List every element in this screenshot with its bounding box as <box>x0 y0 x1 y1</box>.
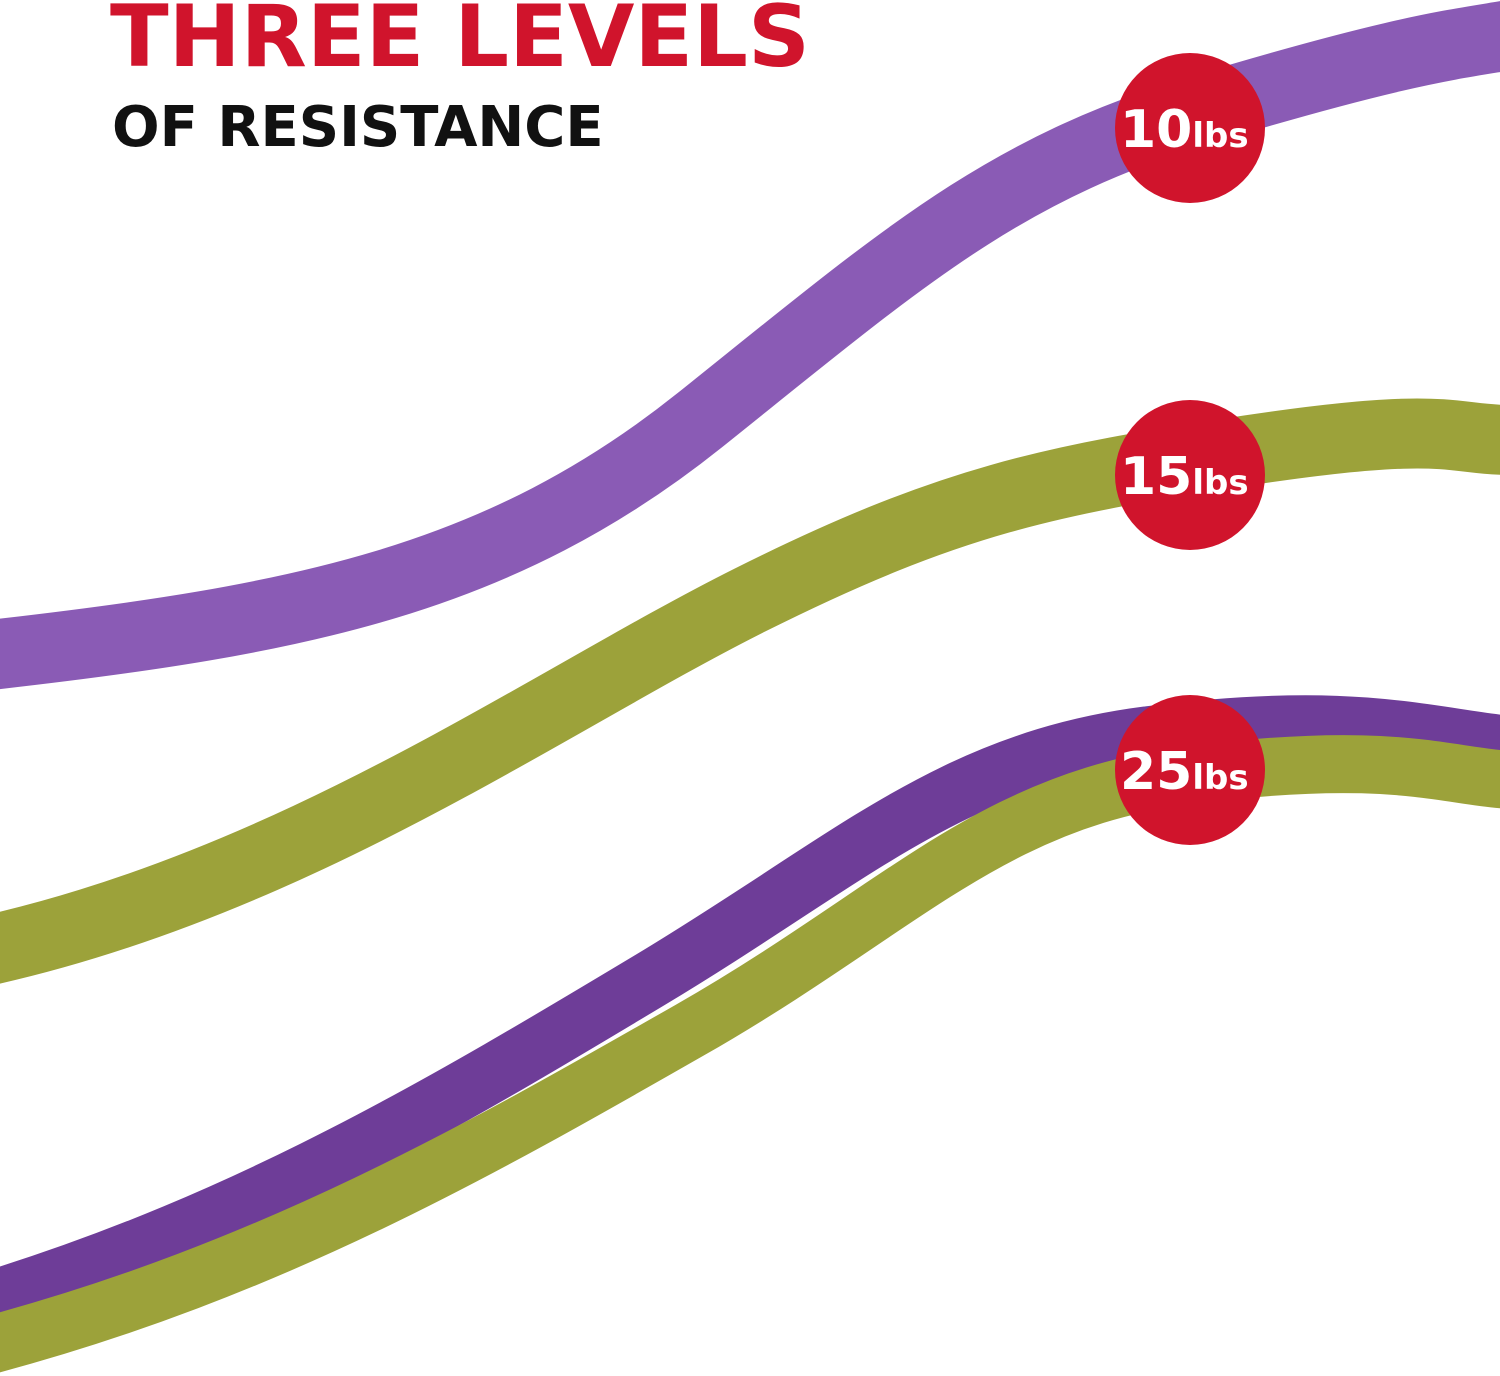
badge-text: 10lbs <box>1120 100 1249 160</box>
badge-text: 15lbs <box>1120 447 1249 507</box>
green-tube-double <box>0 735 1500 1373</box>
badge-number: 25 <box>1120 742 1192 802</box>
purple-tube-double <box>0 695 1500 1328</box>
badge-unit: lbs <box>1192 463 1248 503</box>
badge-circle <box>1115 400 1265 550</box>
badge-unit: lbs <box>1192 116 1248 156</box>
subtitle: OF RESISTANCE <box>112 95 604 160</box>
badge-circle <box>1115 695 1265 845</box>
badge-number: 10 <box>1120 100 1192 160</box>
badge: 15lbs <box>1115 400 1265 550</box>
badge: 10lbs <box>1115 53 1265 203</box>
purple-tube <box>0 1 1500 690</box>
badge-number: 15 <box>1120 447 1192 507</box>
badge-unit: lbs <box>1192 758 1248 798</box>
title: THREE LEVELS <box>110 0 810 87</box>
badge-text: 25lbs <box>1120 742 1249 802</box>
badge-circle <box>1115 53 1265 203</box>
green-tube <box>0 398 1500 984</box>
badge: 25lbs <box>1115 695 1265 845</box>
